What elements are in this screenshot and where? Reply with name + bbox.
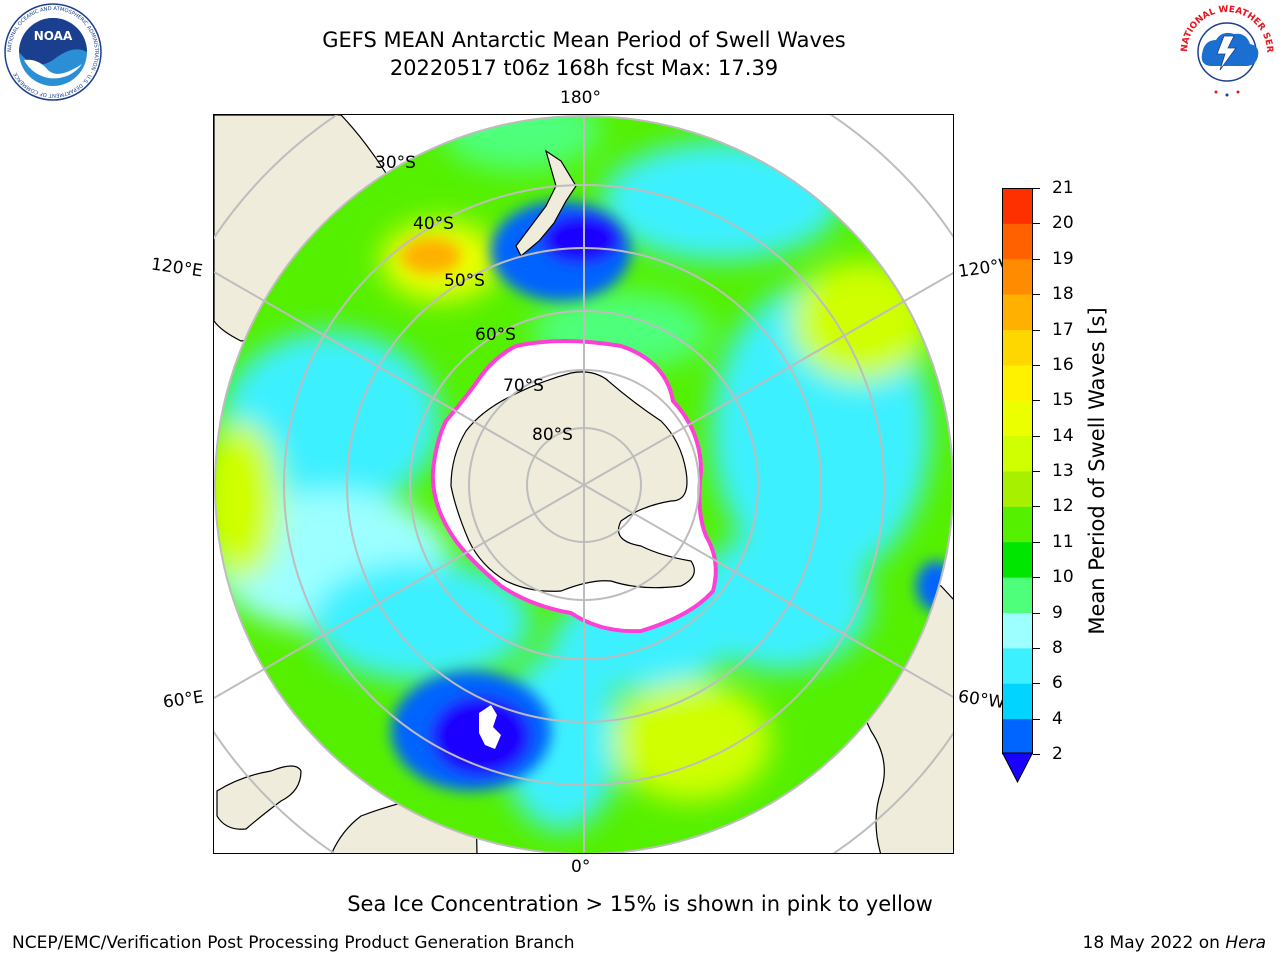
lat-label-80s: 80°S	[532, 425, 573, 445]
colorbar-tick-mark	[1033, 223, 1040, 225]
colorbar-tick-label: 21	[1052, 178, 1074, 198]
madagascar-land	[216, 765, 302, 830]
colorbar-tick-mark	[1033, 258, 1040, 260]
colorbar-band	[1002, 541, 1033, 578]
noaa-center-text: NOAA	[34, 29, 73, 43]
colorbar-label: Mean Period of Swell Waves [s]	[1085, 307, 1109, 635]
colorbar-tick-label: 16	[1052, 354, 1074, 375]
colorbar-tick-mark	[1033, 683, 1040, 685]
colorbar-tick-label: 17	[1052, 319, 1074, 340]
colorbar-tick-mark	[1033, 506, 1040, 508]
colorbar-tick-label: 20	[1052, 213, 1074, 234]
lon-label-bottom: 0°	[571, 857, 591, 877]
colorbar-band	[1002, 364, 1033, 401]
noaa-logo: NATIONAL OCEANIC AND ATMOSPHERIC ADMINIS…	[4, 3, 102, 101]
colorbar-tick-mark	[1033, 364, 1040, 366]
colorbar-tick-label: 18	[1052, 284, 1074, 305]
colorbar-extend-arrow	[1002, 752, 1033, 784]
colorbar-bands	[1002, 188, 1033, 755]
colorbar-tick-mark	[1033, 329, 1040, 331]
new-zealand-land	[515, 149, 577, 257]
colorbar-band	[1002, 683, 1033, 720]
colorbar-tick-label: 11	[1052, 531, 1074, 552]
colorbar-band	[1002, 400, 1033, 437]
colorbar-tick-label: 13	[1052, 461, 1074, 481]
colorbar-tick-label: 12	[1052, 496, 1074, 517]
colorbar-tick-mark	[1033, 577, 1040, 579]
colorbar-tick-label: 15	[1052, 390, 1074, 411]
title-line-2: 20220517 t06z 168h fcst Max: 17.39	[389, 56, 779, 80]
colorbar-tick-mark	[1033, 471, 1040, 472]
lat-label-60s: 60°S	[475, 325, 516, 345]
lon-label-top: 180°	[560, 88, 601, 108]
colorbar-tick-label: 6	[1052, 673, 1063, 694]
polar-map-svg	[214, 115, 953, 853]
colorbar-tick-label: 14	[1052, 425, 1074, 446]
colorbar-tick-label: 2	[1052, 744, 1063, 764]
colorbar-tick-mark	[1033, 754, 1040, 755]
lon-label-lower-left: 60°E	[161, 687, 206, 713]
graticule	[214, 115, 953, 853]
colorbar-tick-mark	[1033, 188, 1040, 189]
colorbar-tick-mark	[1033, 294, 1040, 296]
colorbar-tick-label: 10	[1052, 567, 1074, 588]
colorbar-tick-mark	[1033, 541, 1040, 543]
colorbar-tick-mark	[1033, 400, 1040, 402]
colorbar-band	[1002, 223, 1033, 260]
colorbar-tick-label: 8	[1052, 637, 1063, 658]
colorbar-tick-mark	[1033, 647, 1040, 649]
colorbar-band	[1002, 258, 1033, 295]
lat-label-30s: 30°S	[375, 153, 416, 173]
colorbar-tick-label: 9	[1052, 602, 1063, 623]
sea-ice-note: Sea Ice Concentration > 15% is shown in …	[347, 892, 933, 916]
chart-title: GEFS MEAN Antarctic Mean Period of Swell…	[0, 26, 1168, 82]
lat-label-50s: 50°S	[444, 271, 485, 291]
colorbar-band	[1002, 506, 1033, 543]
colorbar-tick-label: 19	[1052, 248, 1074, 269]
colorbar-band	[1002, 471, 1033, 507]
colorbar-band	[1002, 329, 1033, 366]
colorbar-band	[1002, 188, 1033, 224]
no-data-patch	[479, 705, 501, 749]
colorbar-band	[1002, 294, 1033, 330]
colorbar-band	[1002, 612, 1033, 649]
colorbar-band	[1002, 577, 1033, 613]
colorbar-tick-mark	[1033, 435, 1040, 437]
colorbar-svg	[1002, 188, 1033, 784]
colorbar-tick-mark	[1033, 718, 1040, 720]
lat-label-40s: 40°S	[413, 214, 454, 234]
lon-label-upper-left: 120°E	[149, 254, 204, 282]
colorbar-tick-mark	[1033, 612, 1040, 614]
colorbar-tick-label: 4	[1052, 708, 1063, 729]
lat-label-70s: 70°S	[503, 376, 544, 396]
lon-label-lower-right: 60°W	[956, 686, 1007, 714]
colorbar-band	[1002, 435, 1033, 472]
date-value: 18 May 2022 on	[1082, 933, 1220, 953]
national-weather-service-logo: NATIONAL WEATHER SERVICE	[1176, 2, 1275, 100]
polar-map	[213, 114, 954, 854]
credit-text: NCEP/EMC/Verification Post Processing Pr…	[12, 933, 575, 953]
date-text: 18 May 2022 on Hera	[1083, 933, 1267, 953]
colorbar-band	[1002, 647, 1033, 684]
machine-name: Hera	[1225, 933, 1266, 953]
title-line-1: GEFS MEAN Antarctic Mean Period of Swell…	[322, 28, 846, 52]
antarctica-land	[450, 371, 695, 592]
colorbar-band	[1002, 718, 1033, 755]
